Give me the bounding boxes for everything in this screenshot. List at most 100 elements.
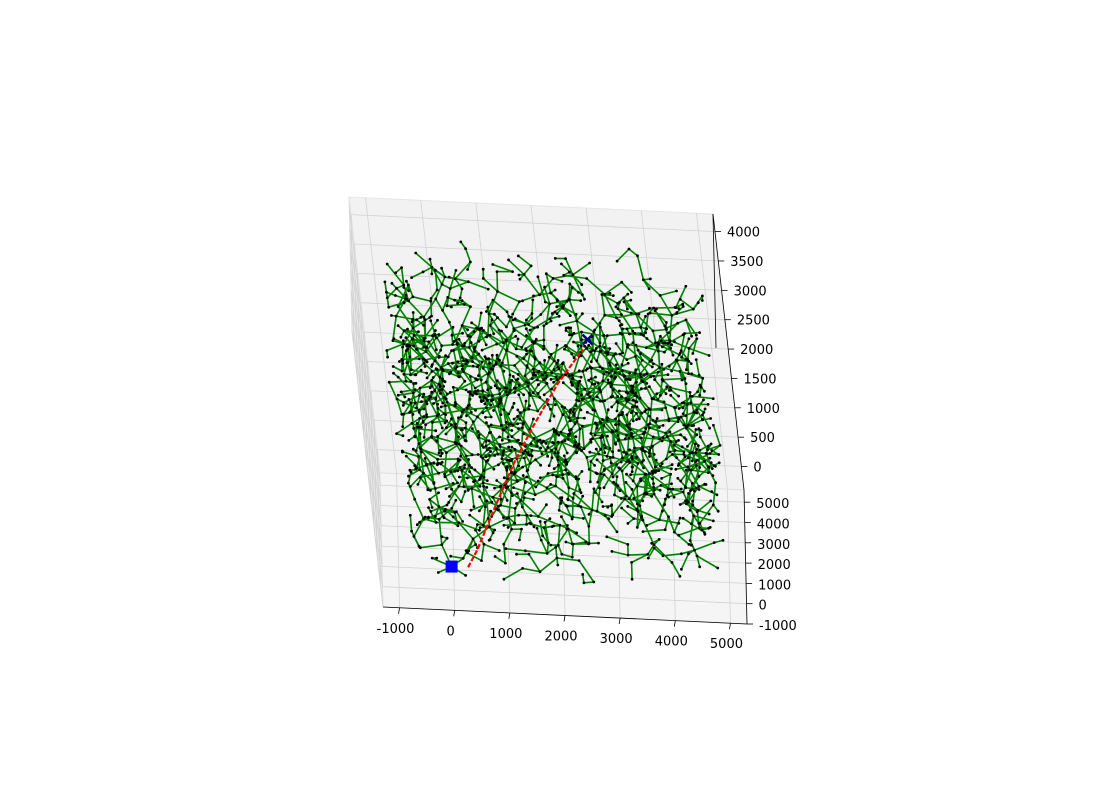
- tree-node: [454, 423, 457, 426]
- tree-node: [707, 471, 710, 474]
- tree-node: [550, 371, 553, 374]
- tree-node: [670, 343, 673, 346]
- tree-node: [478, 509, 481, 512]
- tree-node: [707, 403, 710, 406]
- tree-node: [649, 375, 652, 378]
- tree-node: [568, 334, 571, 337]
- tree-node: [524, 375, 527, 378]
- tree-node: [524, 449, 527, 452]
- tree-node: [644, 387, 647, 390]
- tree-node: [397, 376, 400, 379]
- tree-node: [679, 370, 682, 373]
- tree-node: [423, 340, 426, 343]
- tree-node: [685, 382, 688, 385]
- tree-node: [446, 401, 449, 404]
- tree-node: [698, 565, 701, 568]
- tree-node: [480, 559, 483, 562]
- tree-node: [426, 488, 429, 491]
- tree-node: [500, 498, 503, 501]
- tree-node: [465, 389, 468, 392]
- tree-node: [505, 338, 508, 341]
- tree-node: [612, 481, 615, 484]
- tree-node: [405, 349, 408, 352]
- tree-node: [513, 391, 516, 394]
- tree-node: [662, 436, 665, 439]
- tree-node: [470, 411, 473, 414]
- tree-node: [426, 402, 429, 405]
- tree-node: [629, 299, 632, 302]
- tree-node: [434, 333, 437, 336]
- tree-node: [434, 269, 437, 272]
- tree-node: [450, 417, 453, 420]
- tree-node: [649, 278, 652, 281]
- tree-node: [601, 367, 604, 370]
- tree-node: [712, 474, 715, 477]
- tree-node: [691, 459, 694, 462]
- tree-node: [577, 505, 580, 508]
- tree-node: [591, 383, 594, 386]
- tree-node: [649, 408, 652, 411]
- tree-node: [516, 415, 519, 418]
- tree-node: [618, 319, 621, 322]
- tree-node: [533, 327, 536, 330]
- tree-node: [461, 356, 464, 359]
- tree-node: [568, 416, 571, 419]
- tree-node: [446, 393, 449, 396]
- tree-node: [695, 334, 698, 337]
- tree-node: [474, 390, 477, 393]
- tree-node: [636, 485, 639, 488]
- tree-edge: [685, 333, 700, 334]
- tree-node: [450, 488, 453, 491]
- tree-node: [559, 502, 562, 505]
- tree-node: [588, 262, 591, 265]
- tree-node: [519, 411, 522, 414]
- tree-node: [635, 381, 638, 384]
- tree-node: [538, 293, 541, 296]
- tree-node: [632, 517, 635, 520]
- tree-node: [470, 487, 473, 490]
- tree-node: [694, 460, 697, 463]
- tree-node: [490, 424, 493, 427]
- tree-node: [498, 329, 501, 332]
- tree-edge: [532, 300, 533, 318]
- tree-node: [422, 316, 425, 319]
- tree-node: [407, 289, 410, 292]
- tree-node: [689, 395, 692, 398]
- tree-node: [458, 376, 461, 379]
- tree-node: [698, 466, 701, 469]
- tree-node: [541, 374, 544, 377]
- tree-node: [491, 496, 494, 499]
- tree-node: [521, 506, 524, 509]
- tree-node: [608, 362, 611, 365]
- tree-node: [683, 450, 686, 453]
- tree-node: [392, 337, 395, 340]
- tree-node: [402, 284, 405, 287]
- tree-node: [468, 346, 471, 349]
- tree-node: [665, 321, 668, 324]
- tree-node: [419, 387, 422, 390]
- tree-node: [577, 382, 580, 385]
- tree-node: [444, 380, 447, 383]
- tree-node: [502, 408, 505, 411]
- tree-node: [677, 534, 680, 537]
- tree-node: [649, 447, 652, 450]
- x-tick-mark: [729, 623, 730, 629]
- tree-node: [481, 361, 484, 364]
- tree-node: [481, 349, 484, 352]
- tree-node: [503, 524, 506, 527]
- tree-node: [403, 373, 406, 376]
- tree-node: [575, 313, 578, 316]
- tree-node: [443, 473, 446, 476]
- tree-node: [482, 482, 485, 485]
- tree-node: [607, 379, 610, 382]
- tree-node: [599, 448, 602, 451]
- tree-node: [477, 436, 480, 439]
- tree-node: [607, 517, 610, 520]
- tree-node: [549, 517, 552, 520]
- tree-node: [395, 287, 398, 290]
- tree-node: [479, 485, 482, 488]
- tree-node: [695, 464, 698, 467]
- tree-node: [443, 396, 446, 399]
- tree-node: [423, 436, 426, 439]
- tree-node: [481, 389, 484, 392]
